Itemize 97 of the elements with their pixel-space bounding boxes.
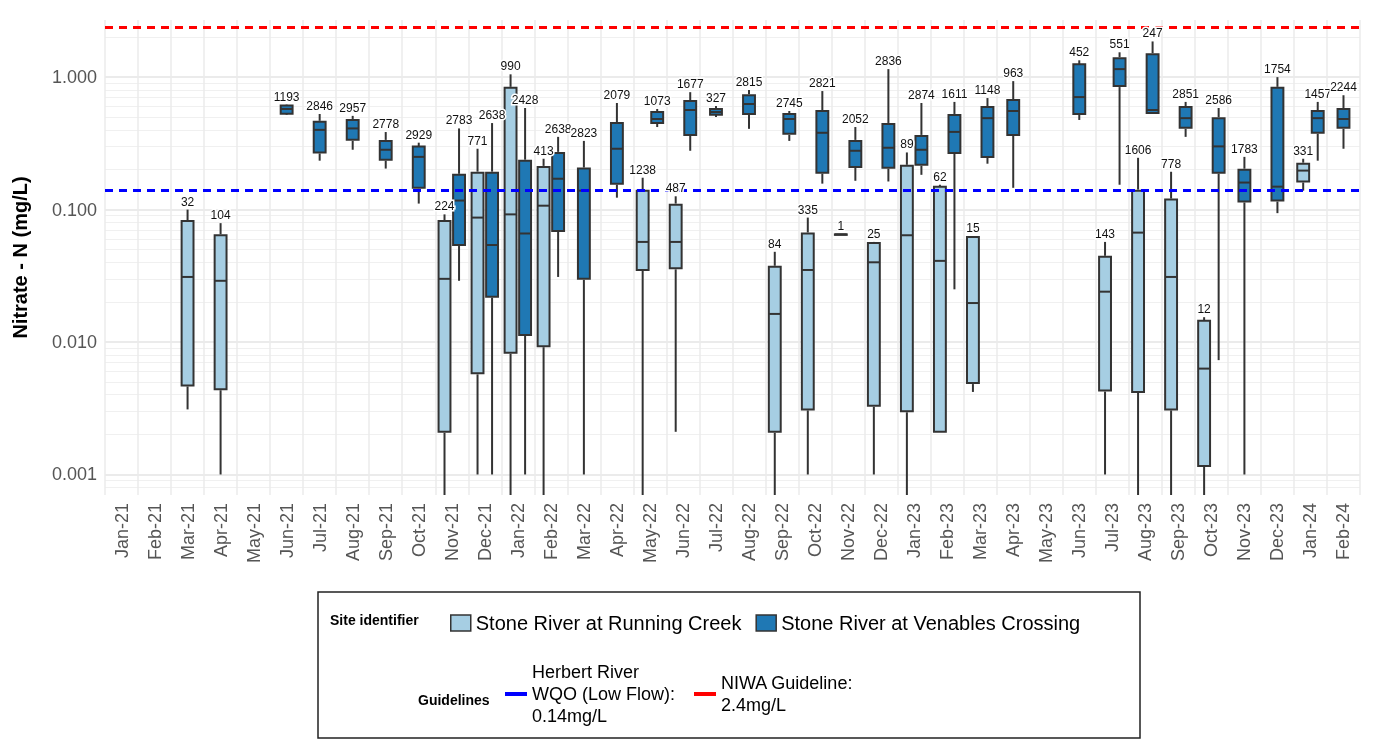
x-tick-label: Oct-21 (408, 503, 429, 558)
x-tick-label: Feb-23 (937, 503, 958, 561)
text: 327 (705, 91, 726, 106)
x-tick-label: May-22 (639, 503, 660, 564)
x-tick-label: Oct-23 (1201, 503, 1222, 558)
x-tick-label: Feb-24 (1333, 503, 1354, 561)
text: 2836 (875, 54, 902, 69)
x-tick-label: May-21 (243, 503, 264, 564)
x-tick-label: Sep-22 (772, 503, 793, 562)
x-tick-label: Jan-22 (507, 503, 528, 559)
x-tick-label: Jun-23 (1069, 503, 1090, 559)
x-tick-label: Jun-22 (672, 503, 693, 559)
y-tick-label: 0.001 (51, 464, 97, 485)
y-axis-title: Nitrate - N (mg/L) (9, 176, 31, 339)
text: 2783 (445, 113, 473, 128)
x-tick-label: Aug-23 (1135, 503, 1156, 562)
text: 778 (1161, 156, 1182, 171)
text: 1606 (1124, 142, 1152, 157)
x-tick-label: Mar-21 (177, 503, 198, 561)
text: 1193 (273, 89, 300, 104)
text: 1238 (629, 162, 657, 177)
y-tick-label: 0.100 (51, 199, 97, 220)
text: 452 (1069, 45, 1090, 60)
text: 2745 (775, 96, 803, 110)
text: 2929 (405, 127, 433, 142)
text: 2846 (306, 98, 334, 113)
text: 2778 (372, 117, 400, 132)
x-tick-label: Feb-21 (144, 503, 165, 561)
x-tick-label: Jan-24 (1300, 503, 1321, 559)
x-tick-label: Jul-22 (705, 503, 726, 553)
x-tick-label: Jul-23 (1102, 503, 1123, 553)
legend-title: Site identifier (330, 612, 420, 628)
x-tick-label: Sep-23 (1168, 503, 1189, 562)
x-tick-label: Nov-22 (838, 503, 859, 562)
text: 2638 (544, 121, 572, 136)
text: 1754 (1264, 62, 1291, 77)
text: 990 (500, 59, 521, 74)
text: 1611 (941, 86, 968, 101)
text: 32 (180, 194, 195, 209)
text: 2957 (339, 100, 367, 115)
text: 2821 (808, 76, 836, 91)
text: 335 (797, 202, 818, 217)
text: 15 (966, 221, 980, 236)
x-tick-label: Nov-23 (1234, 503, 1255, 562)
x-tick-label: Jun-21 (276, 503, 297, 559)
text: 1 (837, 219, 845, 234)
text: 25 (867, 226, 881, 241)
text: 1073 (643, 93, 671, 108)
text: 1457 (1304, 86, 1332, 101)
text: 1148 (974, 83, 1001, 98)
x-tick-label: Jan-23 (904, 503, 925, 559)
x-tick-label: Oct-22 (805, 503, 826, 558)
x-tick-label: Mar-22 (573, 503, 594, 561)
x-tick-label: Feb-22 (540, 503, 561, 561)
text: 2052 (842, 112, 869, 127)
text: 12 (1197, 302, 1211, 317)
legend-label: Herbert River WQO (Low Flow): 0.14mg/L (532, 662, 681, 726)
x-tick-label: Nov-21 (441, 503, 462, 562)
text: 1783 (1231, 141, 1258, 156)
text: 2823 (570, 125, 598, 140)
legend-label: Stone River at Running Creek (475, 612, 743, 634)
x-tick-label: Sep-21 (375, 503, 396, 562)
x-tick-label: Apr-22 (606, 503, 627, 558)
text: 84 (768, 236, 782, 251)
x-tick-label: Jan-21 (111, 503, 132, 559)
text: 963 (1003, 66, 1024, 81)
text: 413 (533, 143, 554, 158)
text: 771 (467, 133, 488, 148)
text: 62 (933, 169, 947, 184)
text: 143 (1095, 226, 1116, 241)
x-tick-label: Aug-21 (342, 503, 363, 562)
legend-label: Stone River at Venables Crossing (781, 612, 1081, 634)
text: 104 (210, 208, 231, 223)
y-tick-label: 0.010 (51, 332, 97, 353)
x-tick-label: Apr-21 (210, 503, 231, 558)
text: 2244 (1330, 80, 1357, 95)
text: 89 (900, 137, 914, 152)
text: 1677 (676, 77, 704, 92)
text: 2815 (735, 74, 763, 89)
x-tick-label: Jul-21 (309, 503, 330, 553)
text: 2874 (908, 87, 935, 102)
y-tick-label: 1.000 (51, 67, 97, 88)
text: Guidelines (418, 692, 490, 708)
x-tick-label: Dec-21 (474, 503, 495, 562)
x-tick-label: Mar-23 (970, 503, 991, 561)
text: 2079 (603, 87, 631, 102)
text: 551 (1109, 37, 1130, 52)
text: 247 (1142, 26, 1163, 41)
text: 2586 (1205, 92, 1232, 107)
text: 331 (1293, 143, 1314, 158)
x-tick-label: Dec-23 (1267, 503, 1288, 562)
x-tick-label: May-23 (1036, 503, 1057, 564)
legend-label: NIWA Guideline: 2.4mg/L (721, 673, 858, 715)
text: 2851 (1172, 86, 1199, 101)
x-tick-label: Dec-22 (871, 503, 892, 562)
x-tick-label: Apr-23 (1003, 503, 1024, 558)
x-tick-label: Aug-22 (739, 503, 760, 562)
